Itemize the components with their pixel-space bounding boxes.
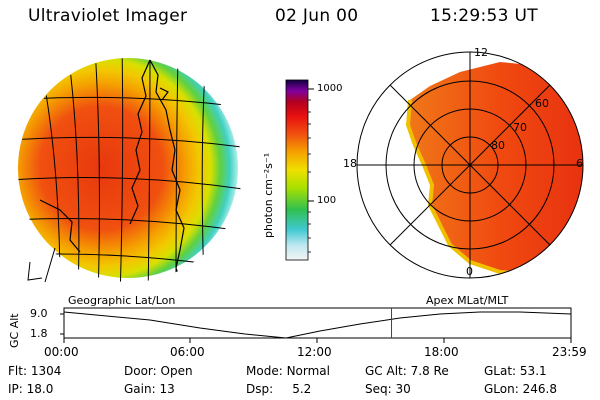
altitude-tick-low: 1.8 (30, 327, 48, 340)
altitude-axis-label: GC Alt (8, 313, 21, 348)
geographic-image (18, 58, 242, 283)
colorbar-tick-100: 100 (317, 195, 337, 206)
header-date: 02 Jun 00 (275, 6, 359, 26)
footer-mode: Mode: Normal (246, 364, 330, 378)
mlt-label-6: 6 (576, 157, 583, 170)
footer-glat: GLat: 53.1 (484, 364, 547, 378)
footer-flt: Flt: 1304 (8, 364, 62, 378)
time-tick-2359: 23:59 (552, 345, 587, 359)
lat-label-80: 80 (491, 139, 505, 152)
colorbar-label: photon cm⁻²s⁻¹ (262, 152, 275, 238)
lat-label-70: 70 (513, 121, 527, 134)
left-panel-caption: Geographic Lat/Lon (68, 294, 176, 307)
app-title: Ultraviolet Imager (28, 6, 188, 26)
header-time: 15:29:53 UT (430, 6, 538, 26)
footer-dsp: Dsp: 5.2 (246, 382, 312, 396)
coastline-outline (39, 59, 185, 282)
time-tick-0000: 00:00 (44, 345, 79, 359)
time-tick-0600: 06:00 (170, 345, 205, 359)
footer-ip: IP: 18.0 (8, 382, 54, 396)
polar-plot (356, 51, 584, 279)
mlt-label-18: 18 (343, 157, 357, 170)
footer-glon: GLon: 246.8 (484, 382, 557, 396)
lat-label-60: 60 (535, 97, 549, 110)
time-tick-1800: 18:00 (424, 345, 459, 359)
colorbar (285, 79, 314, 261)
altitude-plot (60, 307, 572, 343)
mlt-label-0: 0 (466, 265, 473, 278)
mlt-label-12: 12 (474, 46, 488, 59)
footer-door: Door: Open (124, 364, 193, 378)
colorbar-tick-1000: 1000 (317, 83, 343, 94)
footer-gc-alt: GC Alt: 7.8 Re (365, 364, 449, 378)
footer-gain: Gain: 13 (124, 382, 175, 396)
footer-seq: Seq: 30 (365, 382, 411, 396)
right-panel-caption: Apex MLat/MLT (426, 294, 509, 307)
time-tick-1200: 12:00 (297, 345, 332, 359)
altitude-tick-high: 9.0 (30, 307, 48, 320)
